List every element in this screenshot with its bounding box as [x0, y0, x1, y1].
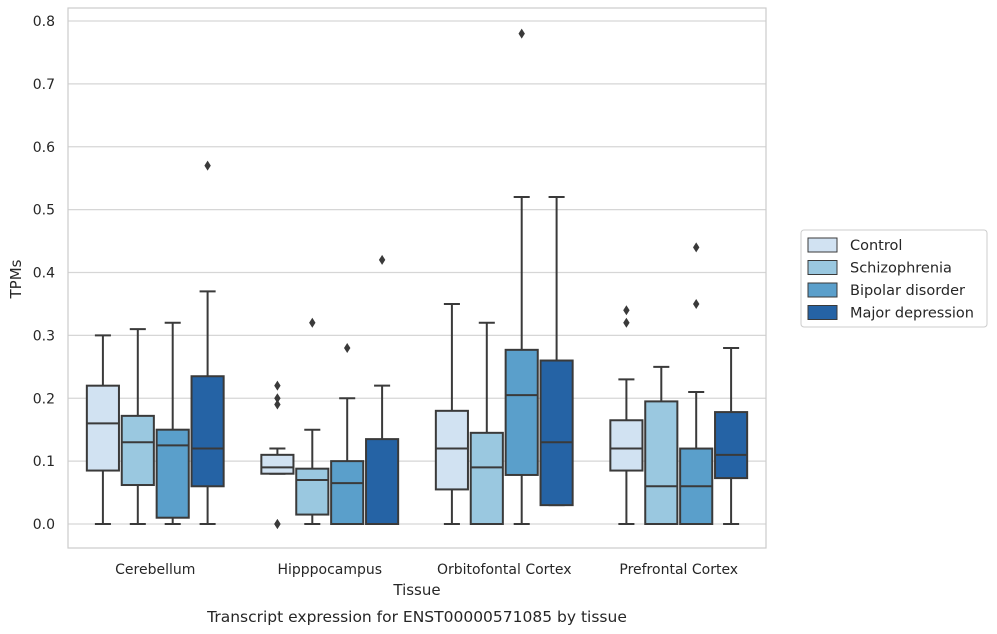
iqr-box — [504, 348, 539, 476]
iqr-box — [295, 467, 330, 516]
iqr-box — [434, 409, 469, 491]
box-1-0 — [260, 380, 295, 529]
chart-caption: Transcript expression for ENST0000057108… — [206, 608, 627, 626]
outlier-point — [693, 298, 700, 309]
iqr-box — [190, 375, 225, 488]
iqr-box — [469, 431, 504, 525]
legend-frame — [800, 229, 988, 328]
legend-swatch — [807, 305, 838, 320]
box-3-0 — [609, 305, 644, 525]
box-2-2 — [504, 28, 539, 525]
box-0-0 — [85, 334, 120, 525]
outlier-point — [623, 317, 630, 328]
legend-label: Schizophrenia — [850, 261, 952, 277]
box-1-1 — [295, 317, 330, 525]
iqr-box — [609, 419, 644, 472]
box-2-1 — [469, 321, 504, 525]
box-0-1 — [120, 328, 155, 525]
x-axis-title: Tissue — [392, 581, 440, 599]
box-0-2 — [155, 321, 190, 525]
outlier-point — [623, 305, 630, 316]
iqr-box — [85, 384, 120, 472]
y-tick-label: 0.5 — [33, 203, 55, 219]
iqr-box — [644, 400, 679, 525]
iqr-box — [714, 411, 749, 480]
x-tick-label: Orbitofontal Cortex — [437, 562, 572, 578]
outlier-point — [274, 380, 281, 391]
y-tick-label: 0.2 — [33, 391, 55, 407]
box-marks — [85, 28, 749, 529]
iqr-box — [330, 460, 365, 525]
iqr-box — [539, 359, 574, 507]
legend-label: Bipolar disorder — [850, 283, 965, 299]
y-tick-label: 0.6 — [33, 140, 55, 156]
iqr-box — [365, 438, 400, 525]
y-tick-label: 0.7 — [33, 77, 55, 93]
box-3-3 — [714, 346, 749, 525]
box-2-3 — [539, 196, 574, 507]
outlier-point — [274, 399, 281, 410]
legend-swatch — [807, 282, 838, 298]
y-axis-title: TPMs — [7, 259, 25, 299]
outlier-point — [693, 242, 700, 253]
legend-swatch — [807, 260, 838, 275]
outlier-point — [518, 28, 525, 39]
legend-label: Control — [850, 238, 902, 254]
x-tick-label: Hipppocampus — [277, 562, 382, 578]
y-axis-ticks: 0.0 0.1 0.2 0.3 0.4 0.5 0.6 0.7 0.8 — [33, 14, 55, 533]
y-tick-label: 0.3 — [33, 328, 55, 344]
y-tick-label: 0.8 — [33, 14, 55, 30]
iqr-box — [155, 428, 190, 519]
y-tick-label: 0.0 — [33, 517, 55, 533]
x-tick-label: Prefrontal Cortex — [619, 562, 738, 578]
box-0-3 — [190, 160, 225, 525]
outlier-point — [204, 160, 211, 171]
y-tick-label: 0.1 — [33, 454, 55, 470]
x-axis-ticks: Cerebellum Hipppocampus Orbitofontal Corte… — [115, 562, 738, 578]
iqr-box — [260, 453, 295, 475]
outlier-point — [274, 519, 281, 529]
box-1-2 — [330, 342, 365, 525]
box-1-3 — [365, 254, 400, 525]
legend-swatch — [807, 237, 838, 253]
outlier-point — [274, 393, 281, 404]
box-3-1 — [644, 365, 679, 525]
outlier-point — [309, 317, 316, 328]
box-3-2 — [679, 242, 714, 525]
plot-frame — [67, 7, 767, 549]
outlier-point — [378, 254, 386, 265]
x-tick-label: Cerebellum — [115, 562, 195, 578]
box-2-0 — [434, 302, 469, 525]
outlier-point — [344, 342, 351, 353]
legend-label: Major depression — [850, 306, 974, 322]
iqr-box — [120, 414, 155, 487]
y-tick-label: 0.4 — [33, 266, 55, 282]
legend: Control Schizophrenia Bipolar disorder Majo… — [800, 229, 988, 328]
